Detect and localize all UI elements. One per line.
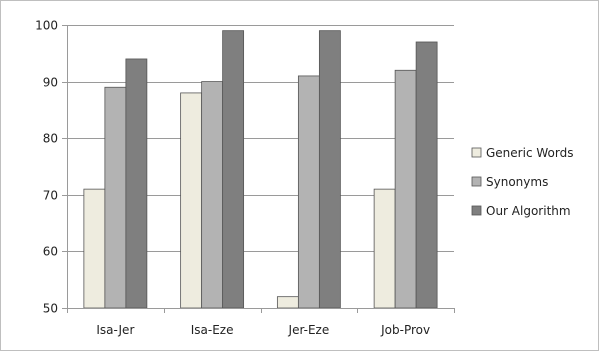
legend-label: Synonyms [486, 175, 548, 189]
bar-synonyms-isa-eze [201, 81, 224, 309]
bar-synonyms-isa-jer [104, 86, 127, 309]
x-tick-label: Isa-Eze [191, 323, 234, 337]
x-tick-label: Job-Prov [380, 323, 430, 337]
bar-generic-words-isa-eze [180, 92, 203, 309]
legend-swatch [471, 147, 482, 158]
bar-synonyms-jer-eze [297, 75, 320, 309]
y-tick-label: 90 [43, 76, 58, 90]
bar-our-algorithm-isa-eze [222, 30, 245, 309]
y-tick-label: 50 [43, 302, 58, 316]
y-tick-label: 80 [43, 132, 58, 146]
bar-our-algorithm-isa-jer [125, 58, 148, 309]
y-tick-label: 100 [35, 19, 58, 33]
y-tick-labels: 50 60 70 80 90 100 [35, 19, 58, 316]
legend: Generic Words Synonyms Our Algorithm [471, 146, 573, 218]
legend-swatch [471, 205, 482, 216]
legend-swatch [471, 176, 482, 187]
x-tick-label: Jer-Eze [288, 323, 330, 337]
legend-label: Our Algorithm [486, 204, 571, 218]
legend-label: Generic Words [486, 146, 573, 160]
bar-synonyms-job-prov [394, 69, 417, 309]
bar-our-algorithm-jer-eze [318, 30, 341, 309]
bar-generic-words-job-prov [373, 188, 396, 309]
x-tick-label: Isa-Jer [96, 323, 134, 337]
bar-generic-words-jer-eze [276, 296, 299, 309]
y-tick-label: 70 [43, 189, 58, 203]
bar-generic-words-isa-jer [83, 188, 106, 309]
axes [62, 25, 455, 313]
x-tick-labels: Isa-Jer Isa-Eze Jer-Eze Job-Prov [96, 323, 430, 337]
bar-our-algorithm-job-prov [415, 41, 438, 309]
y-tick-label: 60 [43, 245, 58, 259]
bars [83, 30, 438, 309]
